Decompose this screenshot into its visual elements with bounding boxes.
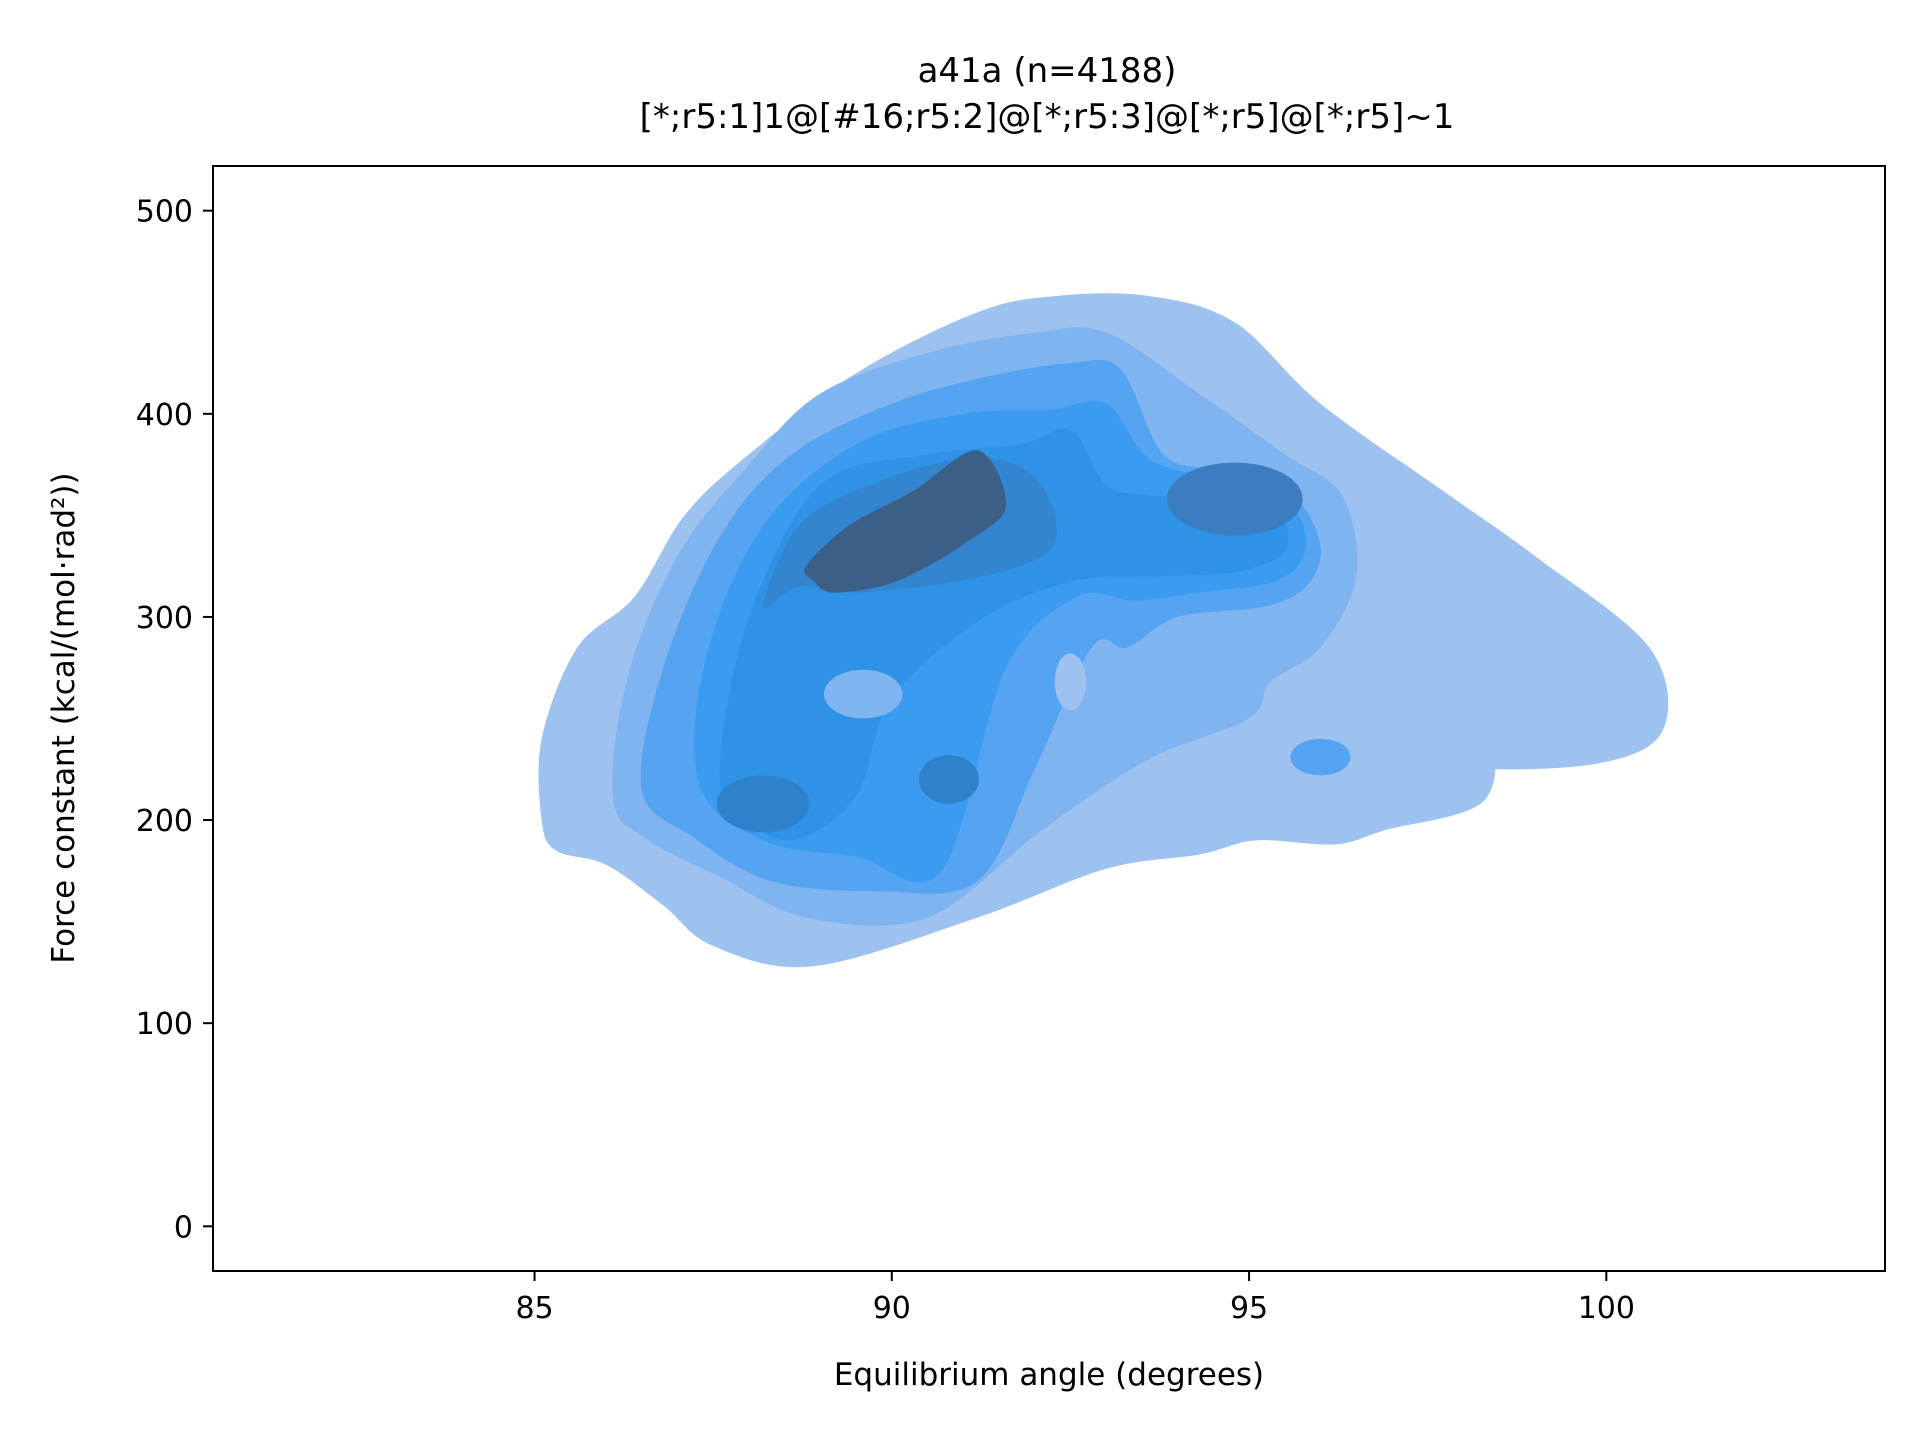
x-tick-label: 90 — [873, 1291, 911, 1326]
density-contours — [538, 293, 1669, 968]
y-tick-label: 400 — [136, 398, 193, 433]
x-tick-label: 85 — [515, 1291, 553, 1326]
mode-lower-center — [918, 755, 979, 804]
y-axis-label: Force constant (kcal/(mol·rad²)) — [46, 472, 82, 963]
x-tick-label: 100 — [1578, 1291, 1635, 1326]
low-density-hole-left — [823, 669, 903, 719]
x-tick-label: 95 — [1230, 1291, 1268, 1326]
y-tick-label: 200 — [136, 804, 193, 839]
mode-lower-left — [716, 775, 810, 833]
y-axis-ticks: 0 100 200 300 400 500 — [136, 195, 213, 1245]
y-tick-label: 0 — [174, 1210, 193, 1245]
y-tick-label: 300 — [136, 601, 193, 636]
x-axis-label: Equilibrium angle (degrees) — [834, 1357, 1264, 1393]
mode-right — [1166, 462, 1303, 536]
plot-frame — [212, 165, 1886, 1272]
chart-subtitle: [*;r5:1]1@[#16;r5:2]@[*;r5:3]@[*;r5]@[*;… — [640, 97, 1455, 137]
y-tick-label: 100 — [136, 1007, 193, 1042]
x-axis-ticks: 85 90 95 100 — [515, 1271, 1635, 1326]
y-tick-label: 500 — [136, 195, 193, 230]
low-density-hole-center — [1054, 653, 1087, 711]
peak-far-right — [1290, 738, 1351, 776]
chart-title: a41a (n=4188) — [918, 51, 1177, 91]
contour-level-7 — [804, 450, 1007, 593]
